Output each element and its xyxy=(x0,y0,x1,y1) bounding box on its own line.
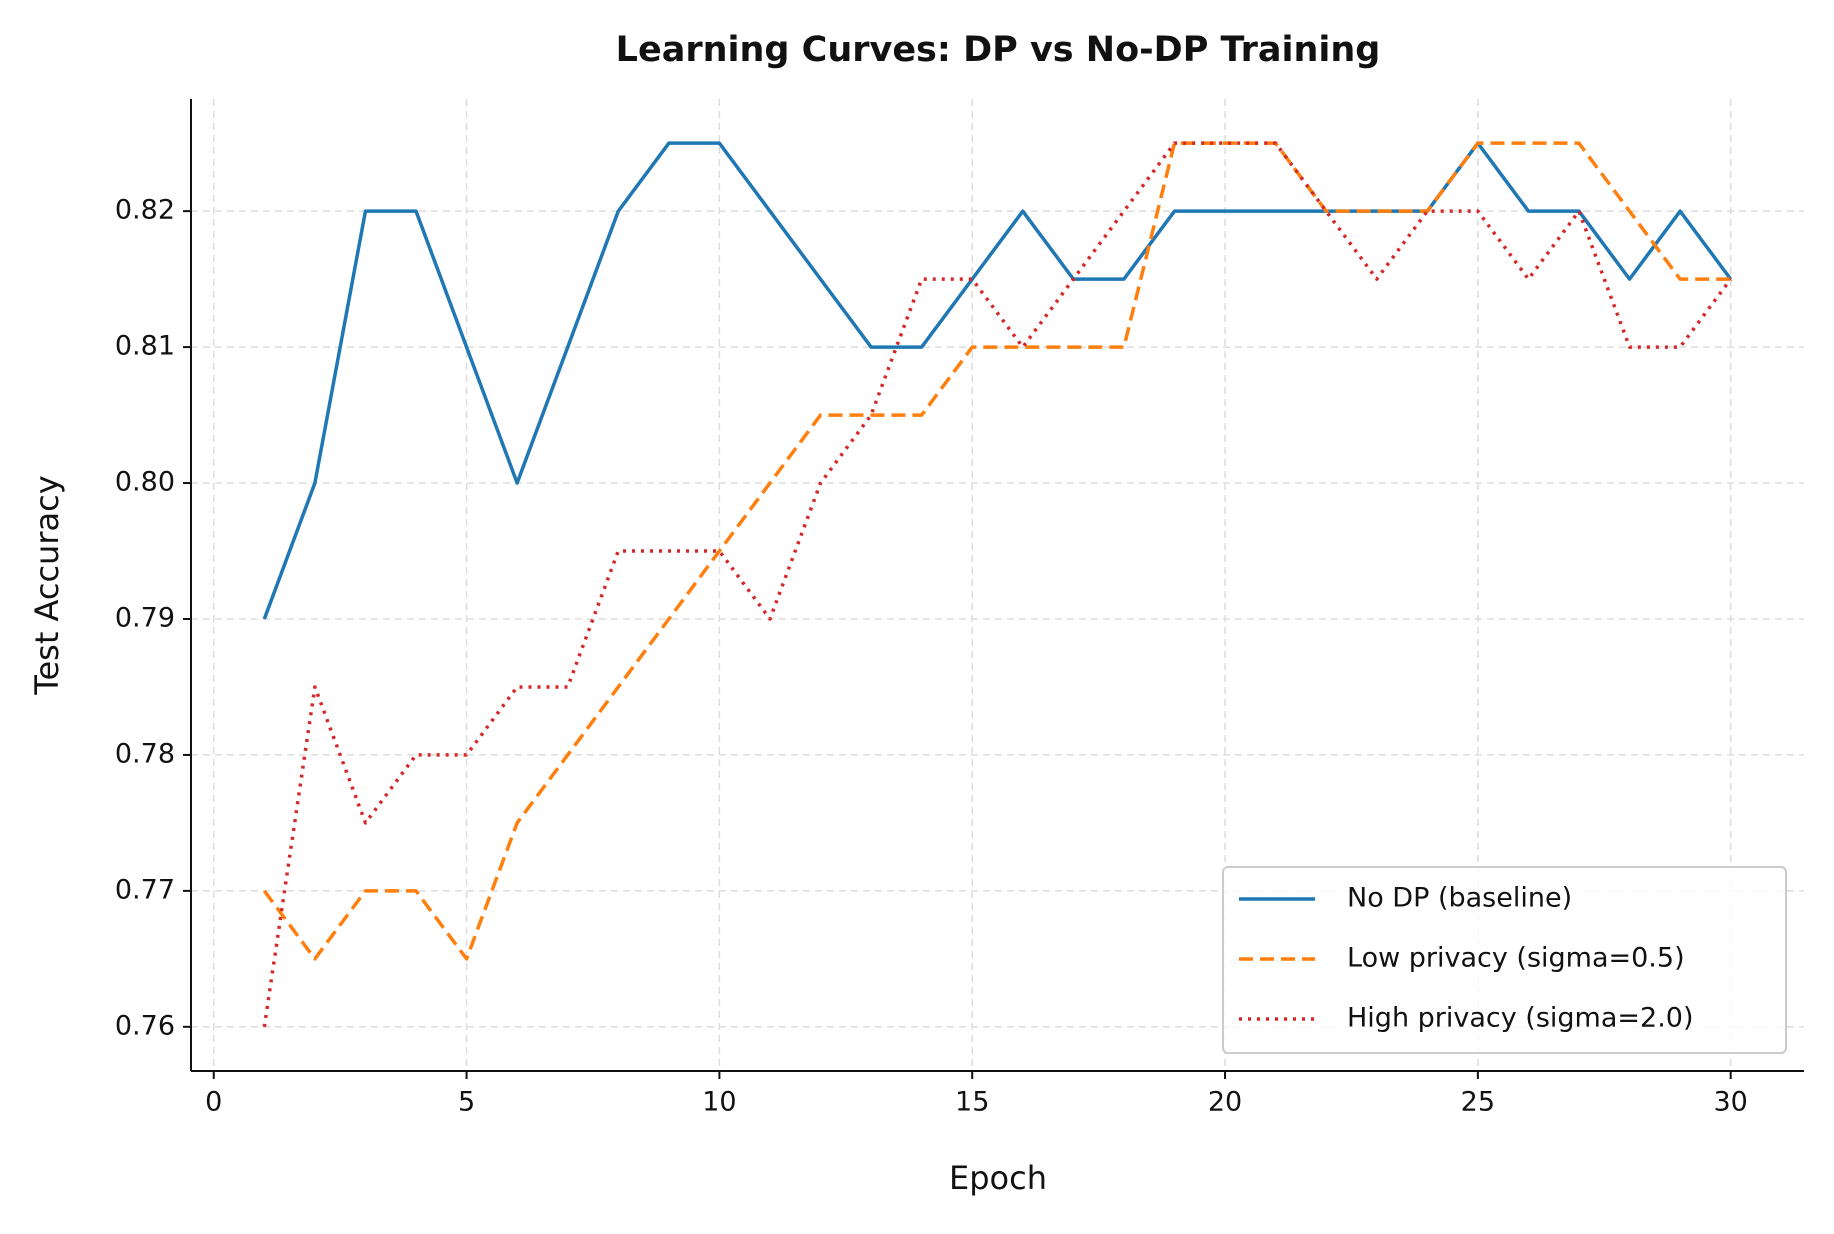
chart-title: Learning Curves: DP vs No-DP Training xyxy=(616,30,1381,70)
legend-label: No DP (baseline) xyxy=(1347,883,1572,914)
legend-box xyxy=(1222,866,1787,1054)
y-tick-label: 0.82 xyxy=(115,195,175,226)
x-axis-label: Epoch xyxy=(949,1159,1047,1197)
x-tick-label: 20 xyxy=(1208,1087,1242,1118)
series-line xyxy=(262,141,1731,961)
series-line xyxy=(262,141,1733,620)
y-axis-label: Test Accuracy xyxy=(28,475,66,695)
y-tick-label: 0.80 xyxy=(115,467,175,498)
x-tick-label: 5 xyxy=(458,1087,475,1118)
x-tick-label: 15 xyxy=(955,1087,989,1118)
x-tick-label: 30 xyxy=(1714,1087,1748,1118)
legend-label: High privacy (sigma=2.0) xyxy=(1347,1003,1694,1034)
y-tick-label: 0.79 xyxy=(115,602,175,633)
x-tick-label: 10 xyxy=(702,1087,736,1118)
series-line xyxy=(262,141,1733,1028)
y-tick-label: 0.81 xyxy=(115,331,175,362)
y-tick-label: 0.77 xyxy=(115,874,175,905)
y-tick-label: 0.76 xyxy=(115,1010,175,1041)
y-tick-label: 0.78 xyxy=(115,738,175,769)
x-tick-label: 25 xyxy=(1461,1087,1495,1118)
legend: No DP (baseline) Low privacy (sigma=0.5) H… xyxy=(1222,866,1787,1054)
legend-label: Low privacy (sigma=0.5) xyxy=(1347,943,1685,974)
x-tick-label: 0 xyxy=(205,1087,222,1118)
